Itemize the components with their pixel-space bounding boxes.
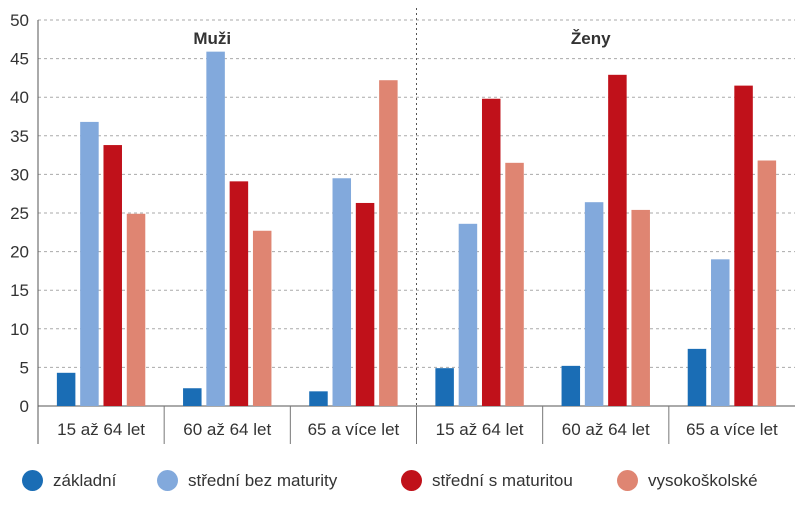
y-tick-label: 5 <box>20 358 29 377</box>
y-tick-label: 35 <box>10 127 29 146</box>
bar <box>757 160 777 406</box>
y-tick-label: 15 <box>10 281 29 300</box>
bar <box>734 85 753 407</box>
y-tick-label: 10 <box>10 320 29 339</box>
legend-swatch-zakladni <box>22 470 43 491</box>
y-tick-label: 0 <box>20 397 29 416</box>
category-label: 15 až 64 let <box>57 420 145 439</box>
bar <box>103 145 122 406</box>
category-label: 15 až 64 let <box>436 420 524 439</box>
legend-label-zakladni: základní <box>53 470 117 490</box>
bar <box>206 51 225 406</box>
bar <box>379 80 398 406</box>
category-label: 65 a více let <box>686 420 778 439</box>
legend-swatch-stredni-bez-maturity <box>157 470 178 491</box>
y-tick-label: 20 <box>10 243 29 262</box>
bar <box>435 368 454 406</box>
y-tick-label: 40 <box>10 88 29 107</box>
bar <box>183 388 202 406</box>
bar <box>505 162 524 406</box>
bar <box>126 213 146 406</box>
legend-label-stredni-s-maturitou: střední s maturitou <box>432 470 573 490</box>
bar <box>252 230 272 406</box>
y-tick-label: 50 <box>10 11 29 30</box>
legend-swatch-vysokoskolske <box>617 470 638 491</box>
bar <box>332 178 352 406</box>
bar <box>355 202 375 406</box>
y-tick-label: 30 <box>10 165 29 184</box>
legend-item-stredni-s-maturitou: střední s maturitou <box>401 470 573 491</box>
legend-item-stredni-bez-maturity: střední bez maturity <box>157 470 337 491</box>
bar <box>608 74 627 406</box>
bar <box>481 98 501 406</box>
group-title: Muži <box>193 29 231 48</box>
legend-label-stredni-bez-maturity: střední bez maturity <box>188 470 338 490</box>
bar <box>711 259 730 406</box>
category-label: 60 až 64 let <box>183 420 271 439</box>
legend: základní střední bez maturity střední s … <box>0 470 800 500</box>
bar <box>56 372 76 406</box>
legend-item-zakladni: základní <box>22 470 116 491</box>
group-title: Ženy <box>571 29 611 48</box>
bar <box>229 181 249 406</box>
chart: 0 5 10 15 20 25 30 35 40 45 50 Muži 15 až 64 let 60 a… <box>10 8 795 444</box>
category-label: 65 a více let <box>308 420 400 439</box>
legend-swatch-stredni-s-maturitou <box>401 470 422 491</box>
bar <box>584 202 604 406</box>
bar <box>687 348 707 406</box>
bar <box>80 121 99 407</box>
y-tick-label: 25 <box>10 204 29 223</box>
y-tick-label: 45 <box>10 50 29 69</box>
legend-label-vysokoskolske: vysokoškolské <box>648 470 758 490</box>
bar <box>458 223 478 406</box>
legend-item-vysokoskolske: vysokoškolské <box>617 470 758 491</box>
bar <box>561 365 581 406</box>
bar <box>309 391 328 406</box>
category-label: 60 až 64 let <box>562 420 650 439</box>
bar <box>631 209 650 406</box>
